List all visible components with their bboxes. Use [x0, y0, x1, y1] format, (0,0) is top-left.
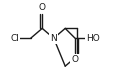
Text: O: O [71, 55, 78, 64]
Text: O: O [38, 3, 45, 12]
Text: S: S [73, 58, 79, 67]
Text: Cl: Cl [10, 34, 19, 43]
Text: N: N [50, 34, 57, 43]
Text: HO: HO [86, 34, 99, 43]
